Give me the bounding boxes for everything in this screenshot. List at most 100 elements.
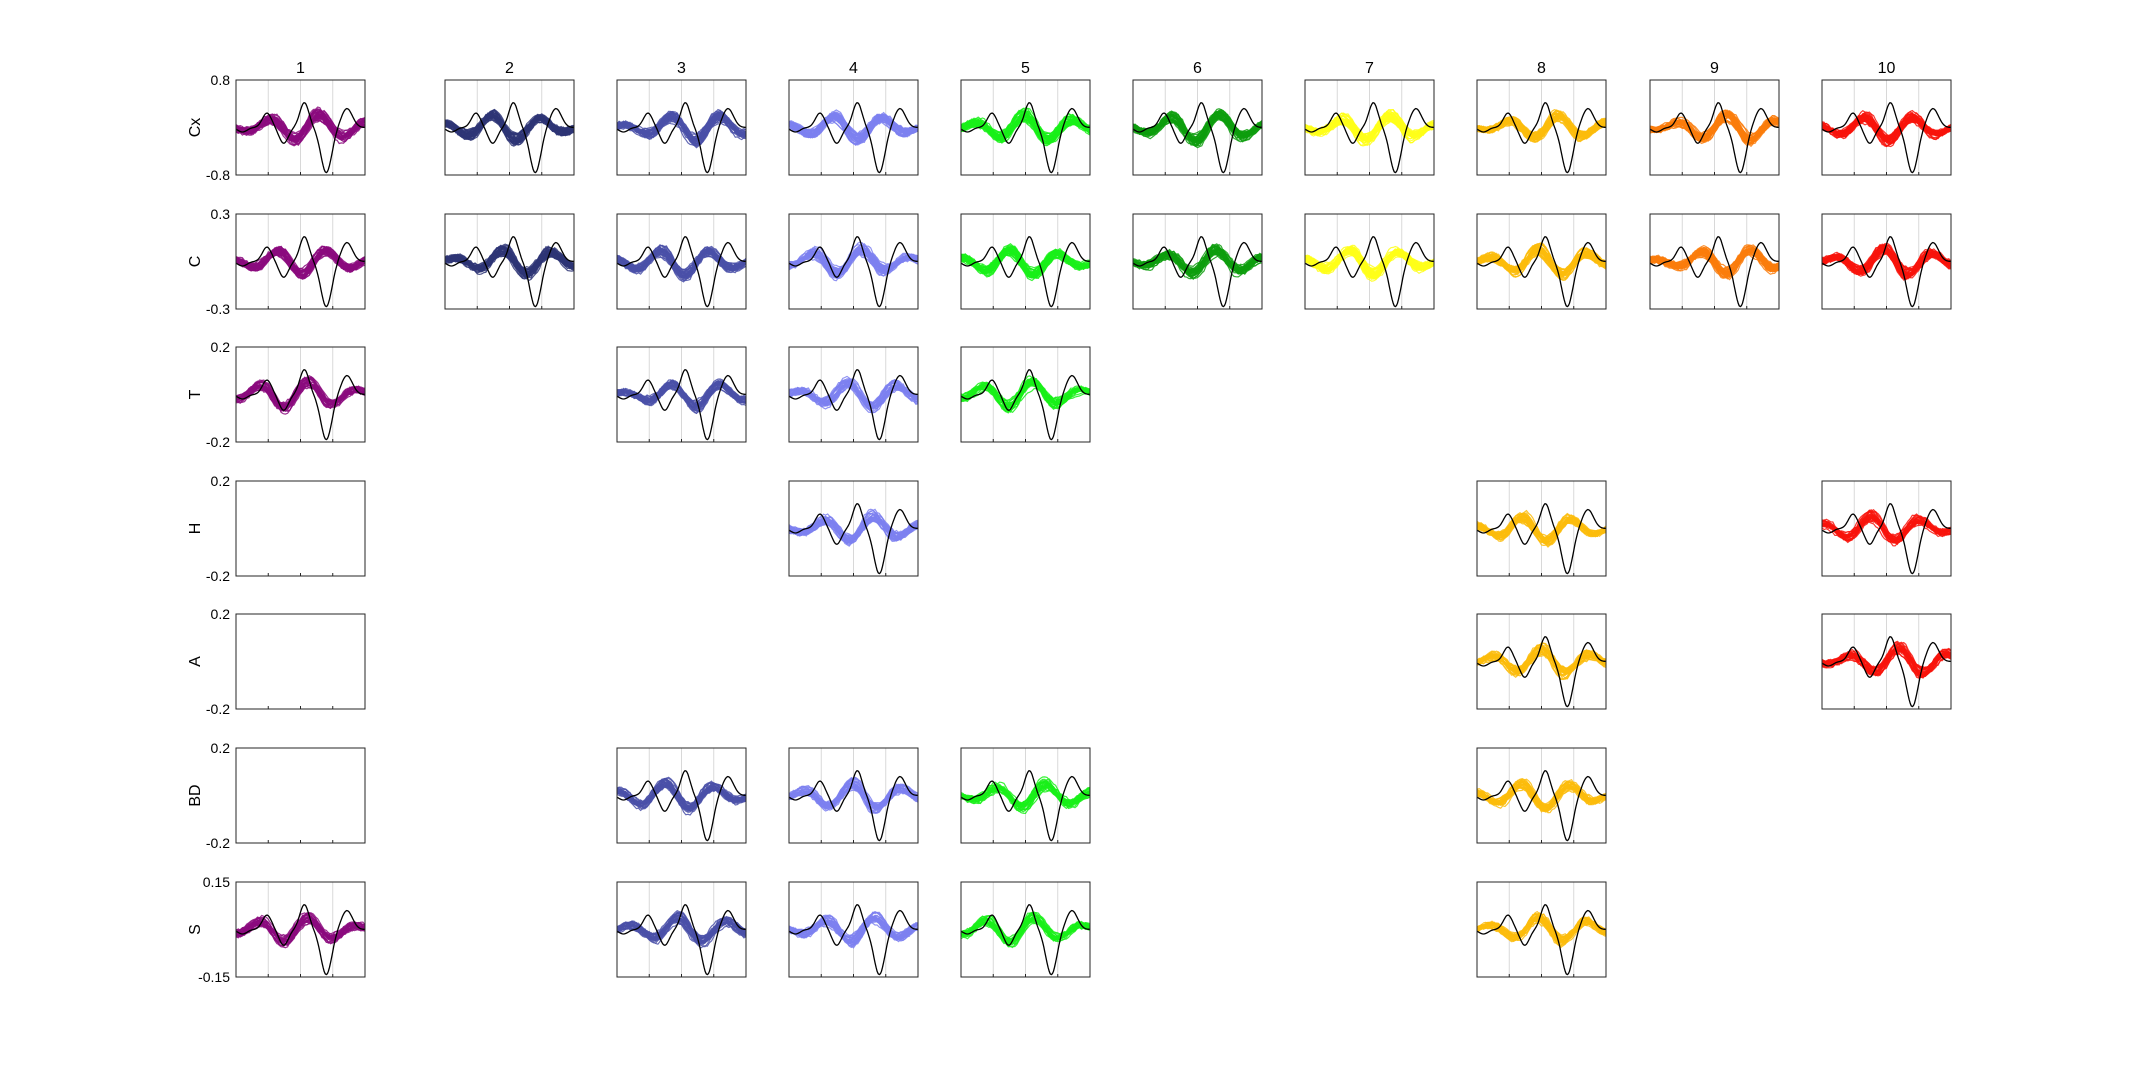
trace — [1305, 117, 1434, 138]
panel-BD-4 — [788, 747, 919, 844]
ytick-max-S: 0.15 — [203, 874, 230, 890]
reference-trace — [961, 770, 1090, 842]
panel-BD-5 — [960, 747, 1091, 844]
trace — [1133, 116, 1262, 135]
ytick-max-BD: 0.2 — [211, 740, 231, 756]
trace — [1477, 917, 1606, 937]
panel-C-4 — [788, 213, 919, 310]
trace — [617, 114, 746, 147]
trace — [1822, 250, 1951, 270]
ytick-min-T: -0.2 — [206, 434, 230, 450]
trace — [236, 382, 365, 409]
trace — [1650, 115, 1779, 145]
trace — [617, 114, 746, 148]
panel-BD-1 — [235, 747, 366, 844]
row-label-BD: BD — [187, 784, 204, 806]
trace — [617, 914, 746, 947]
trace — [1822, 641, 1951, 676]
panel-C-10 — [1821, 213, 1952, 310]
reference-trace — [617, 904, 746, 976]
ytick-max-Cx: 0.8 — [211, 72, 231, 88]
column-label-3: 3 — [677, 60, 686, 77]
ytick-min-BD: -0.2 — [206, 835, 230, 851]
trace — [1305, 252, 1434, 274]
panel-A-10 — [1821, 613, 1952, 710]
trace — [617, 249, 746, 271]
trace — [789, 116, 918, 136]
trace — [1305, 113, 1434, 146]
panel-C-9 — [1649, 213, 1780, 310]
panel-C-6 — [1132, 213, 1263, 310]
trace — [236, 376, 365, 409]
column-label-6: 6 — [1193, 60, 1202, 77]
trace — [961, 921, 1090, 941]
trace — [789, 244, 918, 280]
reference-trace — [1477, 236, 1606, 308]
panel-C-2 — [444, 213, 575, 310]
trace — [617, 110, 746, 144]
panel-S-4 — [788, 881, 919, 978]
reference-trace — [1822, 236, 1951, 308]
panel-Cx-6 — [1132, 79, 1263, 176]
panel-H-1 — [235, 480, 366, 577]
trace — [1650, 252, 1779, 274]
trace — [1477, 251, 1606, 276]
trace — [789, 121, 918, 140]
column-label-7: 7 — [1365, 60, 1374, 77]
reference-trace — [1477, 503, 1606, 575]
column-label-2: 2 — [505, 60, 514, 77]
ytick-min-Cx: -0.8 — [206, 167, 230, 183]
trace — [1822, 514, 1951, 544]
panel-frame — [235, 480, 366, 577]
trace — [445, 119, 574, 142]
reference-trace — [1477, 770, 1606, 842]
reference-trace — [1822, 102, 1951, 174]
reference-trace — [961, 904, 1090, 976]
trace — [1133, 252, 1262, 271]
trace — [1305, 119, 1434, 142]
column-label-8: 8 — [1537, 60, 1546, 77]
trace — [961, 779, 1090, 813]
panel-BD-3 — [616, 747, 747, 844]
panel-H-8 — [1476, 480, 1607, 577]
reference-trace — [789, 236, 918, 308]
trace — [789, 112, 918, 137]
reference-trace — [789, 369, 918, 441]
trace — [1822, 520, 1951, 543]
column-label-1: 1 — [296, 60, 305, 77]
trace — [961, 912, 1090, 945]
trace — [789, 519, 918, 542]
panel-Cx-9 — [1649, 79, 1780, 176]
trace — [445, 254, 574, 275]
reference-trace — [1477, 904, 1606, 976]
row-label-A: A — [187, 656, 204, 667]
row-label-T: T — [187, 389, 204, 399]
reference-trace — [236, 102, 365, 174]
panel-T-3 — [616, 346, 747, 443]
ytick-min-A: -0.2 — [206, 701, 230, 717]
panel-T-5 — [960, 346, 1091, 443]
reference-trace — [789, 102, 918, 174]
reference-trace — [1305, 236, 1434, 308]
reference-trace — [961, 369, 1090, 441]
reference-trace — [1650, 236, 1779, 308]
trace — [617, 783, 746, 807]
reference-trace — [617, 369, 746, 441]
panel-Cx-3 — [616, 79, 747, 176]
trace — [617, 247, 746, 280]
reference-trace — [1822, 503, 1951, 575]
panel-Cx-7 — [1304, 79, 1435, 176]
reference-trace — [617, 770, 746, 842]
reference-trace — [236, 904, 365, 976]
trace — [1133, 251, 1262, 274]
ytick-max-H: 0.2 — [211, 473, 231, 489]
reference-trace — [789, 904, 918, 976]
trace — [1822, 515, 1951, 540]
trace — [617, 918, 746, 937]
trace — [1477, 784, 1606, 814]
trace — [617, 778, 746, 811]
reference-trace — [1822, 636, 1951, 708]
reference-trace — [617, 102, 746, 174]
reference-trace — [789, 503, 918, 575]
panel-A-8 — [1476, 613, 1607, 710]
